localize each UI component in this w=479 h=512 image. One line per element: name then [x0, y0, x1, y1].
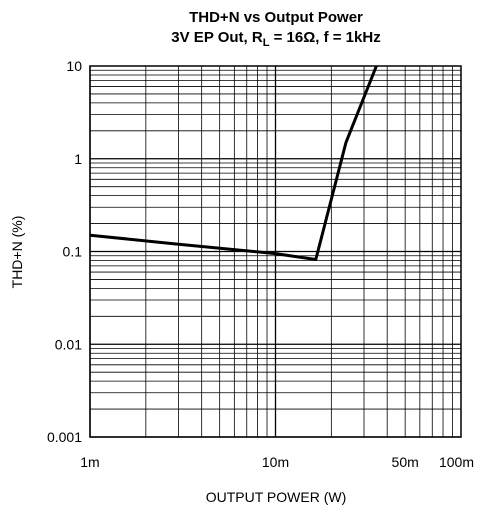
x-tick-labels: 1m 10m 50m 100m	[80, 454, 474, 470]
x-tick-label: 100m	[439, 454, 474, 470]
y-tick-label: 10	[66, 58, 82, 74]
title-line2-subscript: L	[263, 37, 270, 49]
y-tick-label: 0.1	[63, 244, 83, 260]
y-axis-label: THD+N (%)	[9, 216, 25, 289]
y-tick-labels: 10 1 0.1 0.01 0.001	[47, 58, 82, 445]
y-tick-label: 1	[74, 151, 82, 167]
x-axis-label: OUTPUT POWER (W)	[206, 489, 347, 505]
chart-title-line2: 3V EP Out, RL = 16Ω, f = 1kHz	[171, 29, 380, 49]
chart-title-line1: THD+N vs Output Power	[189, 9, 363, 26]
series-layer	[89, 65, 378, 261]
x-tick-label: 1m	[80, 454, 99, 470]
y-tick-label: 0.01	[55, 336, 82, 352]
series-line	[89, 65, 378, 261]
y-tick-label: 0.001	[47, 429, 82, 445]
plot-frame	[89, 65, 462, 438]
title-line2-prefix: 3V EP Out, R	[171, 29, 263, 46]
title-line2-suffix: = 16Ω, f = 1kHz	[269, 29, 380, 46]
x-tick-label: 50m	[392, 454, 419, 470]
x-tick-label: 10m	[262, 454, 289, 470]
